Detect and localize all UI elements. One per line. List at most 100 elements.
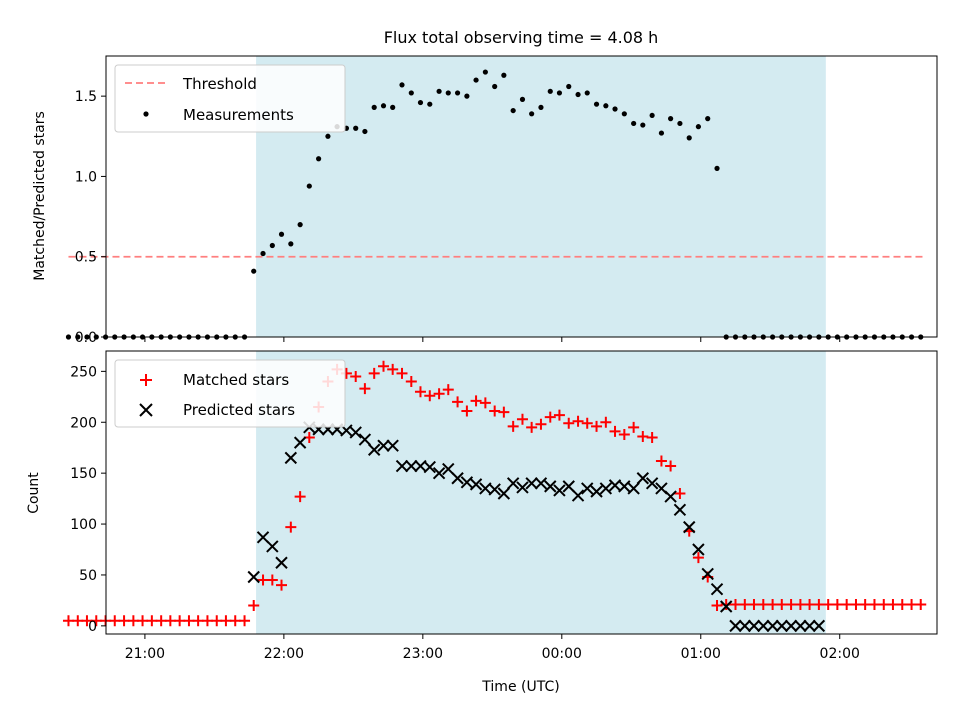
predicted-star-point (423, 460, 436, 474)
matched-star-point (896, 598, 908, 610)
measurement-point (482, 69, 488, 75)
ratio-y-axis-label: Matched/Predicted stars (32, 111, 48, 281)
measurement-point (640, 122, 646, 128)
matched-star-point (544, 411, 556, 423)
measurement-point (538, 104, 544, 110)
matched-star-point (878, 598, 890, 610)
observing-span-shade (256, 56, 826, 337)
matched-star-point (535, 418, 547, 430)
matched-star-point (479, 397, 491, 409)
count-plot-area (62, 360, 927, 633)
predicted-star-point (349, 426, 362, 439)
predicted-star-point (645, 477, 659, 490)
legend-measurements-swatch (143, 111, 149, 117)
matched-star-point (452, 396, 464, 408)
predicted-star-point (497, 487, 511, 500)
predicted-star-point (636, 472, 650, 485)
measurement-point (251, 268, 257, 274)
matched-star-point (655, 455, 667, 467)
matched-star-point (62, 615, 74, 627)
matched-star-point (831, 598, 843, 610)
measurement-point (454, 90, 461, 96)
matched-star-point (785, 598, 797, 610)
measurement-point (436, 88, 442, 94)
predicted-star-point (571, 489, 585, 502)
measurement-point (510, 107, 516, 114)
predicted-star-point (673, 503, 687, 517)
predicted-star-point (803, 619, 816, 633)
measurement-point (705, 116, 711, 122)
predicted-star-point (432, 466, 446, 480)
x-tick-label: 23:00 (403, 646, 443, 662)
predicted-star-point (275, 556, 288, 569)
predicted-star-point (386, 439, 399, 452)
matched-star-point (405, 376, 417, 388)
predicted-star-point (460, 476, 474, 489)
predicted-star-point (710, 583, 724, 596)
measurement-point (668, 116, 674, 122)
matched-star-point (276, 579, 288, 591)
matched-star-point (266, 574, 278, 586)
matched-star-point (146, 615, 158, 627)
y-tick-label: 100 (70, 517, 97, 533)
matched-star-point (442, 384, 454, 396)
matched-star-point (692, 552, 704, 564)
measurement-point (269, 242, 275, 249)
matched-star-point (507, 420, 519, 432)
predicted-star-point (284, 451, 298, 465)
y-tick-label: 250 (70, 364, 97, 380)
measurement-point (445, 90, 451, 96)
matched-star-point (850, 598, 862, 610)
predicted-star-point (747, 619, 761, 633)
matched-star-point (72, 615, 84, 627)
predicted-star-point (590, 485, 603, 498)
y-tick-label: 200 (70, 415, 97, 431)
matched-star-point (424, 390, 436, 402)
measurement-point (371, 104, 377, 110)
measurement-point (519, 96, 526, 102)
measurement-point (677, 120, 683, 127)
measurement-point (584, 90, 590, 96)
predicted-star-point (664, 490, 677, 503)
legend-measurements-label: Measurements (183, 106, 294, 124)
measurement-point (288, 241, 294, 247)
matched-star-point (257, 574, 269, 586)
measurement-point (566, 83, 572, 90)
matched-star-point (776, 598, 788, 610)
matched-star-point (887, 598, 899, 610)
predicted-star-point (812, 619, 826, 633)
measurement-point (325, 133, 331, 139)
y-tick-label: 0.5 (75, 250, 97, 266)
measurement-point (556, 90, 563, 96)
matched-star-point (294, 491, 306, 503)
matched-star-point (470, 395, 482, 407)
measurement-point (278, 231, 285, 237)
measurement-point (621, 111, 627, 117)
measurement-point (529, 111, 535, 117)
measurement-point (649, 112, 655, 119)
measurement-point (399, 82, 405, 88)
x-tick-label: 01:00 (681, 646, 721, 662)
count-y-ticks: 0 50 100 150 200 250 (70, 364, 106, 635)
predicted-star-point (729, 619, 742, 633)
measurement-point (686, 135, 692, 141)
measurement-point (316, 156, 322, 162)
predicted-star-point (794, 619, 807, 633)
matched-star-point (489, 405, 501, 417)
matched-star-point (137, 615, 149, 627)
ratio-legend-box (114, 64, 346, 133)
matched-star-point (748, 598, 760, 610)
predicted-star-point (683, 520, 696, 534)
predicted-star-point (757, 619, 770, 633)
measurement-point (464, 93, 470, 99)
y-tick-label: 0.0 (75, 330, 97, 346)
predicted-star-point (525, 477, 538, 490)
count-axes-frame (105, 350, 938, 635)
measurement-point (427, 101, 433, 107)
matched-star-point (553, 409, 565, 421)
predicted-star-point (377, 439, 390, 452)
count-legend: Matched stars Predicted stars (114, 359, 346, 428)
matched-star-point (229, 615, 241, 627)
matched-star-point (192, 615, 204, 627)
